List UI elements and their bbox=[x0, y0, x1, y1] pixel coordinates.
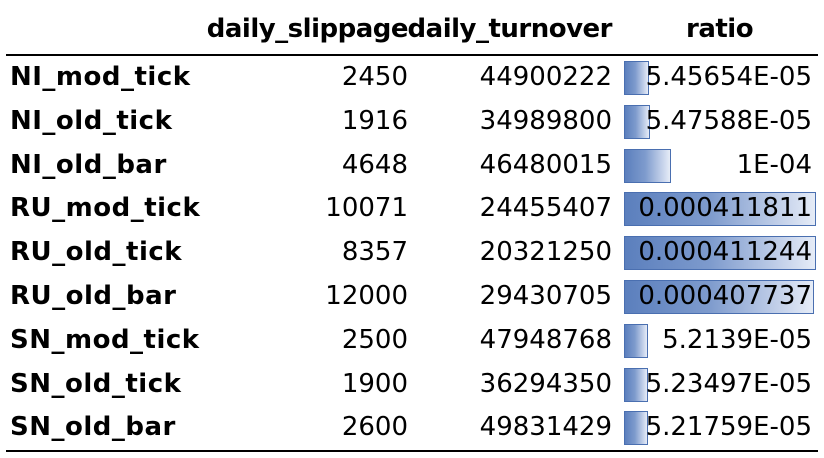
table-row: NI_mod_tick 2450 44900222 5.45654E-05 bbox=[6, 56, 818, 100]
row-daily-slippage: 1900 bbox=[341, 368, 408, 399]
ratio-data-bar bbox=[624, 61, 649, 95]
table-bottom-rule bbox=[6, 450, 818, 453]
row-daily-turnover: 29430705 bbox=[479, 280, 612, 311]
row-daily-slippage: 2450 bbox=[341, 62, 408, 92]
row-daily-slippage: 8357 bbox=[341, 237, 408, 268]
row-daily-turnover: 36294350 bbox=[479, 368, 612, 399]
table-row: RU_mod_tick 10071 24455407 0.000411811 bbox=[6, 187, 818, 231]
row-daily-slippage: 2500 bbox=[341, 324, 408, 355]
row-ratio: 0.000407737 bbox=[638, 280, 812, 311]
row-daily-slippage: 4648 bbox=[341, 149, 408, 180]
row-daily-turnover: 46480015 bbox=[479, 149, 612, 180]
ratio-data-bar bbox=[624, 236, 816, 271]
table-row: SN_old_bar 2600 49831429 5.21759E-05 bbox=[6, 406, 818, 450]
data-table: daily_slippage daily_turnover ratio NI_m… bbox=[6, 0, 818, 453]
ratio-data-bar bbox=[624, 148, 671, 183]
row-name: RU_mod_tick bbox=[10, 193, 201, 224]
row-daily-slippage: 2600 bbox=[341, 412, 408, 443]
row-ratio: 1E-04 bbox=[736, 149, 812, 180]
row-name: RU_old_tick bbox=[10, 237, 183, 268]
header-daily-slippage: daily_slippage bbox=[206, 14, 409, 44]
table-row: RU_old_tick 8357 20321250 0.000411244 bbox=[6, 231, 818, 275]
row-ratio: 5.21759E-05 bbox=[645, 412, 812, 443]
row-name: SN_old_tick bbox=[10, 368, 182, 399]
row-name: SN_old_bar bbox=[10, 412, 176, 443]
row-ratio: 0.000411244 bbox=[638, 237, 812, 268]
header-ratio: ratio bbox=[686, 14, 754, 44]
row-daily-turnover: 49831429 bbox=[479, 412, 612, 443]
row-ratio: 0.000411811 bbox=[638, 193, 812, 224]
row-ratio: 5.23497E-05 bbox=[645, 368, 812, 399]
row-daily-slippage: 10071 bbox=[325, 193, 408, 224]
ratio-data-bar bbox=[624, 323, 648, 358]
row-daily-slippage: 1916 bbox=[341, 105, 408, 136]
ratio-data-bar bbox=[624, 192, 816, 227]
row-name: NI_mod_tick bbox=[10, 62, 191, 92]
row-daily-slippage: 12000 bbox=[325, 280, 408, 311]
header-daily-turnover: daily_turnover bbox=[407, 14, 613, 44]
row-daily-turnover: 47948768 bbox=[479, 324, 612, 355]
table-row: RU_old_bar 12000 29430705 0.000407737 bbox=[6, 275, 818, 319]
row-ratio: 5.47588E-05 bbox=[645, 105, 812, 136]
table-row: SN_mod_tick 2500 47948768 5.2139E-05 bbox=[6, 319, 818, 363]
table-body: NI_mod_tick 2450 44900222 5.45654E-05 NI_old… bbox=[6, 56, 818, 450]
table-row: NI_old_bar 4648 46480015 1E-04 bbox=[6, 144, 818, 188]
row-daily-turnover: 24455407 bbox=[479, 193, 612, 224]
row-name: SN_mod_tick bbox=[10, 324, 200, 355]
ratio-data-bar bbox=[624, 411, 648, 446]
row-daily-turnover: 20321250 bbox=[479, 237, 612, 268]
row-name: NI_old_bar bbox=[10, 149, 167, 180]
row-daily-turnover: 44900222 bbox=[479, 62, 612, 92]
row-daily-turnover: 34989800 bbox=[479, 105, 612, 136]
row-name: RU_old_bar bbox=[10, 280, 177, 311]
ratio-data-bar bbox=[624, 279, 814, 314]
table-header: daily_slippage daily_turnover ratio bbox=[6, 0, 818, 56]
row-ratio: 5.2139E-05 bbox=[662, 324, 812, 355]
ratio-data-bar bbox=[624, 367, 648, 402]
table-row: NI_old_tick 1916 34989800 5.47588E-05 bbox=[6, 100, 818, 144]
row-name: NI_old_tick bbox=[10, 105, 173, 136]
row-ratio: 5.45654E-05 bbox=[645, 62, 812, 92]
table-row: SN_old_tick 1900 36294350 5.23497E-05 bbox=[6, 363, 818, 407]
ratio-data-bar bbox=[624, 104, 650, 139]
